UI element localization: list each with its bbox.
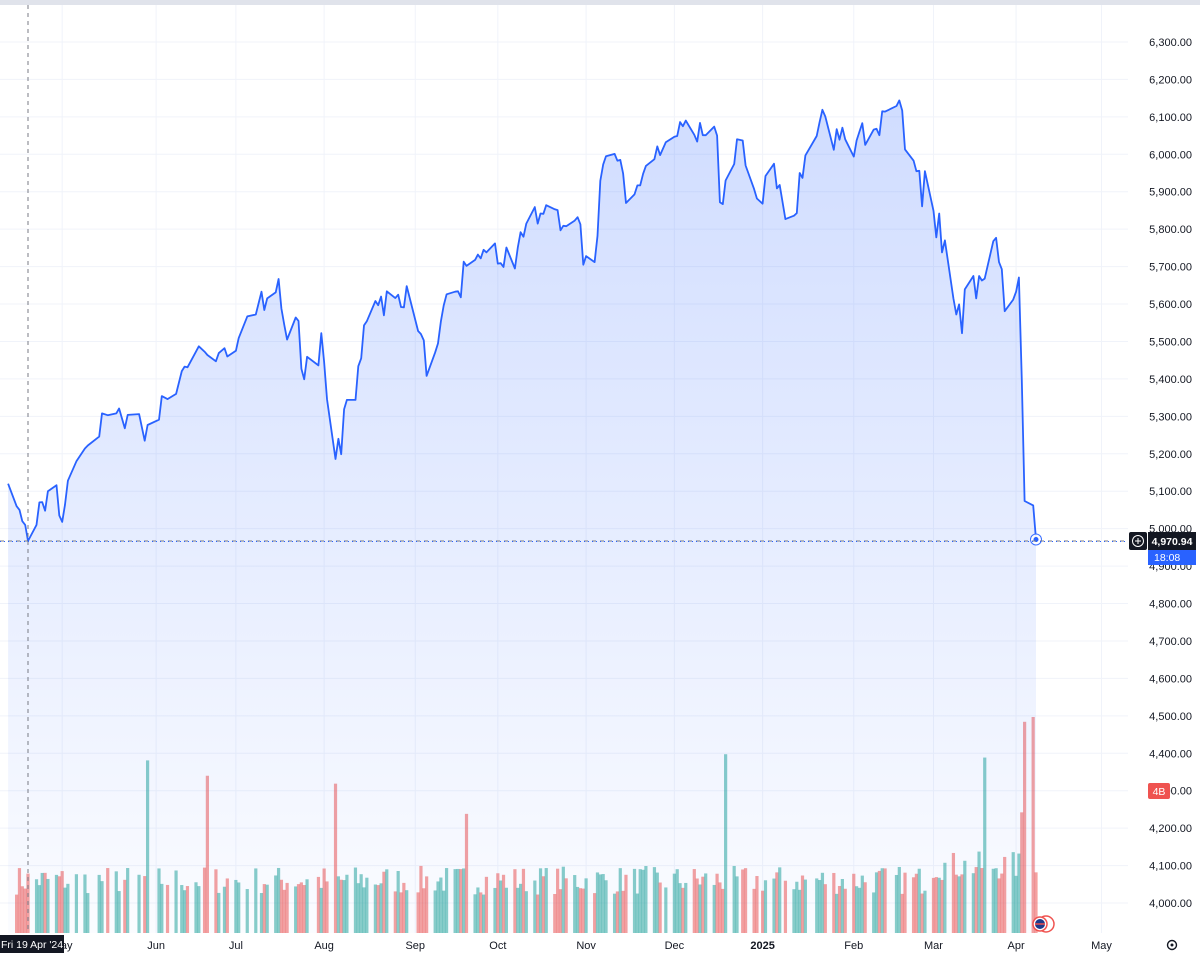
x-tick-label: Mar xyxy=(924,940,943,952)
us-flag-event-icon[interactable] xyxy=(1032,915,1055,933)
y-tick-label: 5,900.00 xyxy=(1149,187,1192,199)
y-tick-label: 4,600.00 xyxy=(1149,673,1192,685)
axis-labels: Fri 19 Apr '24 4,970.94 18:08 4B xyxy=(0,532,1196,953)
volume-tag xyxy=(1148,783,1170,799)
crosshair-price-label: 4,970.94 xyxy=(1152,536,1193,548)
price-line xyxy=(7,99,1037,542)
y-tick-label: 5,800.00 xyxy=(1149,224,1192,236)
y-tick-label: 5,100.00 xyxy=(1149,486,1192,498)
y-tick-label: 5,400.00 xyxy=(1149,374,1192,386)
y-tick-label: 4,100.00 xyxy=(1149,861,1192,873)
x-tick-label: 2025 xyxy=(750,940,774,952)
countdown-tag xyxy=(1148,550,1196,566)
x-tick-label: Nov xyxy=(576,940,596,952)
crosshair-price-tag xyxy=(1148,532,1196,551)
x-tick-label: Aug xyxy=(314,940,334,952)
time-axis[interactable]: MayJunJulAugSepOctNovDec2025FebMarAprMay xyxy=(52,939,1178,952)
y-tick-label: 4,700.00 xyxy=(1149,636,1192,648)
price-area xyxy=(7,99,1042,933)
x-tick-label: Jun xyxy=(147,940,165,952)
y-tick-label: 4,000.00 xyxy=(1149,898,1192,910)
price-axis[interactable]: 6,300.00 6,200.00 6,100.00 6,000.00 5,900.00… xyxy=(1149,37,1192,910)
x-tick-label: Feb xyxy=(844,940,863,952)
x-tick-label: Dec xyxy=(665,940,685,952)
price-area-fill xyxy=(8,100,1037,933)
y-tick-label: 5,600.00 xyxy=(1149,299,1192,311)
settings-gear-icon[interactable] xyxy=(1166,939,1178,951)
x-tick-label: Apr xyxy=(1008,940,1025,952)
y-tick-label: 4,800.00 xyxy=(1149,599,1192,611)
y-tick-label: 5,300.00 xyxy=(1149,411,1192,423)
y-tick-label: 5,500.00 xyxy=(1149,336,1192,348)
crosshair-date-label: Fri 19 Apr '24 xyxy=(1,939,63,951)
x-tick-label: Sep xyxy=(405,940,425,952)
y-tick-label: 4,200.00 xyxy=(1149,823,1192,835)
top-border xyxy=(0,0,1200,5)
volume-label: 4B xyxy=(1153,786,1166,798)
x-tick-label: May xyxy=(1091,940,1112,952)
y-tick-label: 6,000.00 xyxy=(1149,149,1192,161)
crosshair xyxy=(0,5,1128,933)
countdown-label: 18:08 xyxy=(1154,552,1180,564)
add-alert-plus-icon[interactable] xyxy=(1129,532,1147,551)
crosshair-date-tag xyxy=(0,935,64,953)
y-tick-label: 6,200.00 xyxy=(1149,74,1192,86)
x-tick-label: Jul xyxy=(229,940,243,952)
y-tick-label: 5,700.00 xyxy=(1149,262,1192,274)
y-tick-label: 4,500.00 xyxy=(1149,711,1192,723)
y-tick-label: 4,400.00 xyxy=(1149,748,1192,760)
x-tick-label: Oct xyxy=(489,940,506,952)
y-tick-label: 6,300.00 xyxy=(1149,37,1192,49)
y-tick-label: 6,100.00 xyxy=(1149,112,1192,124)
y-tick-label: 5,200.00 xyxy=(1149,449,1192,461)
